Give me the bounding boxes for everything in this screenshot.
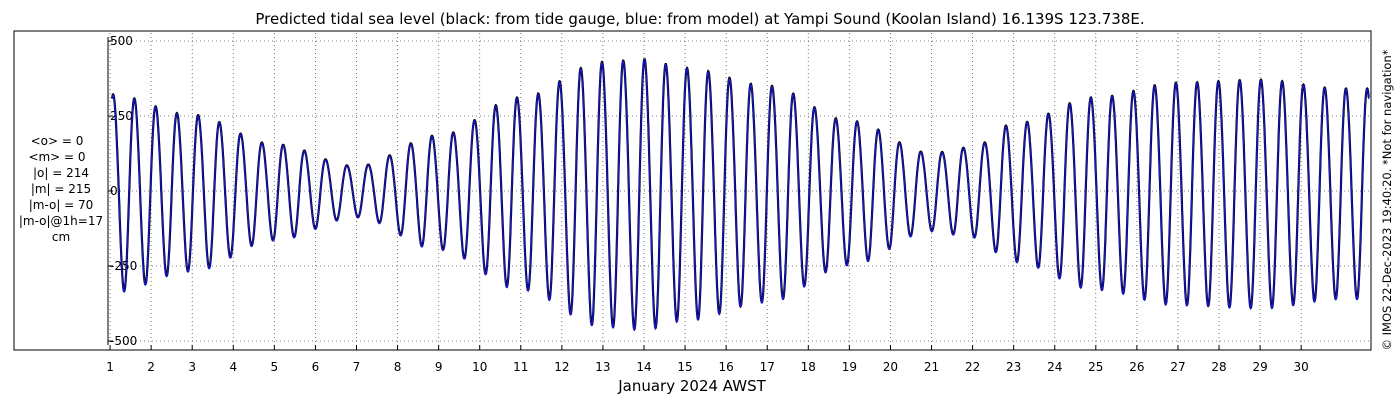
stat-line-4: |m-o| = 70 <box>29 198 94 212</box>
x-tick-label-28: 29 <box>1252 360 1267 374</box>
x-tick-label-8: 9 <box>435 360 443 374</box>
series-group <box>111 58 1370 332</box>
stat-line-3: |m| = 215 <box>31 182 91 196</box>
y-tick-label-4: 500 <box>110 34 133 48</box>
x-tick-label-3: 4 <box>229 360 237 374</box>
y-tick-label-2: 0 <box>110 184 118 198</box>
series-tide-gauge-line <box>111 58 1370 332</box>
x-tick-label-13: 14 <box>636 360 651 374</box>
x-tick-label-18: 19 <box>842 360 857 374</box>
x-tick-label-12: 13 <box>595 360 610 374</box>
x-tick-label-20: 21 <box>924 360 939 374</box>
copyright-note: © IMOS 22-Dec-2023 19:40:20. *Not for na… <box>1380 49 1394 350</box>
x-tick-label-11: 12 <box>554 360 569 374</box>
x-tick-label-25: 26 <box>1129 360 1144 374</box>
x-tick-label-1: 2 <box>147 360 155 374</box>
x-axis-label: January 2024 AWST <box>617 377 766 395</box>
x-tick-label-16: 17 <box>760 360 775 374</box>
x-tick-label-29: 30 <box>1294 360 1309 374</box>
stat-line-1: <m> = 0 <box>28 150 85 164</box>
stats-panel: <o> = 0 <m> = 0 |o| = 214 |m| = 215 |m-o| = … <box>19 134 103 244</box>
plot-frame <box>13 30 1372 351</box>
stat-line-5: |m-o|@1h=17 <box>19 214 103 228</box>
x-tick-label-15: 16 <box>719 360 734 374</box>
x-tick-label-14: 15 <box>677 360 692 374</box>
x-axis: 1 2 3 4 5 6 7 8 9 10 11 12 13 14 15 16 17 18 19 20 21 22 23 24 2… <box>106 345 1309 374</box>
x-tick-label-22: 23 <box>1006 360 1021 374</box>
x-tick-label-7: 8 <box>394 360 402 374</box>
x-tick-label-5: 6 <box>312 360 320 374</box>
x-tick-label-9: 10 <box>472 360 487 374</box>
y-tick-label-1: -250 <box>110 259 137 273</box>
x-tick-label-17: 18 <box>801 360 816 374</box>
y-tick-label-0: -500 <box>110 334 137 348</box>
x-tick-label-24: 25 <box>1088 360 1103 374</box>
x-tick-label-4: 5 <box>271 360 279 374</box>
stat-line-6: cm <box>52 230 70 244</box>
x-tick-label-21: 22 <box>965 360 980 374</box>
x-tick-label-27: 28 <box>1211 360 1226 374</box>
stat-line-2: |o| = 214 <box>33 166 89 180</box>
x-tick-label-10: 11 <box>513 360 528 374</box>
x-tick-label-2: 3 <box>188 360 196 374</box>
chart-title: Predicted tidal sea level (black: from t… <box>255 10 1144 28</box>
x-tick-label-23: 24 <box>1047 360 1062 374</box>
y-tick-label-3: 250 <box>110 109 133 123</box>
x-tick-label-6: 7 <box>353 360 361 374</box>
x-tick-label-0: 1 <box>106 360 114 374</box>
series-model-line <box>111 58 1370 332</box>
x-tick-label-26: 27 <box>1170 360 1185 374</box>
stat-line-0: <o> = 0 <box>31 134 84 148</box>
x-tick-label-19: 20 <box>883 360 898 374</box>
